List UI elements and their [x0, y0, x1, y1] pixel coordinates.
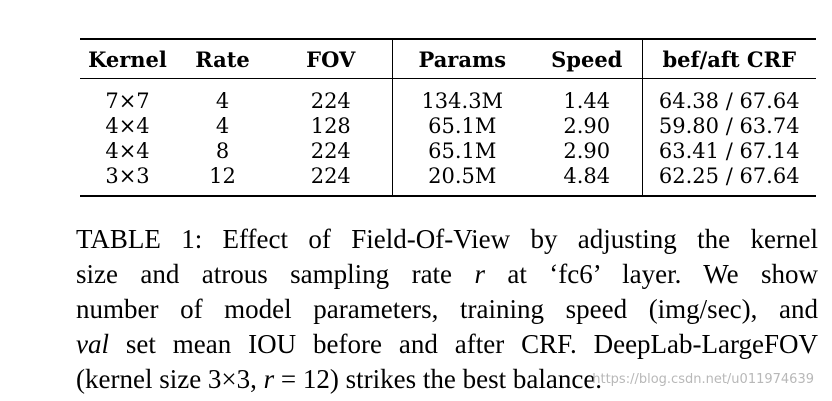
caption-variable-r: r — [474, 259, 485, 289]
cell-rate: 4 — [215, 114, 230, 138]
cell-speed: 2.90 — [563, 139, 611, 163]
cell-speed: 1.44 — [563, 89, 611, 113]
caption-line-1: TABLE 1: Effect of Field-Of-View by adju… — [76, 224, 818, 254]
cell-crf: 62.25 / 67.64 — [641, 164, 816, 196]
results-table-container: Kernel Rate FOV Params Speed bef/aft CRF… — [80, 38, 816, 197]
table-caption: TABLE 1: Effect of Field-Of-View by adju… — [76, 222, 818, 397]
cell-crf: 59.80 / 63.74 — [641, 114, 816, 139]
cell-speed: 4.84 — [563, 164, 611, 188]
cell-rate: 8 — [215, 139, 230, 163]
cell-fov: 224 — [310, 164, 351, 188]
caption-text: set mean IOU before and after CRF. DeepL… — [109, 329, 818, 359]
fov-table: Kernel Rate FOV Params Speed bef/aft CRF… — [80, 38, 816, 197]
cell-params: 65.1M — [391, 139, 532, 164]
caption-line-5: (kernel size 3×3, r = 12) strikes the be… — [76, 362, 818, 397]
cell-kernel: 7×7 — [105, 89, 150, 113]
header-rate: Rate — [195, 46, 250, 72]
cell-fov: 128 — [310, 114, 351, 138]
caption-text: at ‘fc6’ layer. We show — [484, 259, 818, 289]
cell-kernel: 4×4 — [105, 139, 150, 163]
table-row: 3×3 12 224 20.5M 4.84 62.25 / 67.64 — [80, 164, 816, 196]
header-speed: Speed — [551, 46, 623, 72]
watermark-url: https://blog.csdn.net/u011974639 — [592, 372, 814, 387]
cell-kernel: 4×4 — [105, 114, 150, 138]
table-row: 4×4 8 224 65.1M 2.90 63.41 / 67.14 — [80, 139, 816, 164]
cell-fov: 224 — [310, 139, 351, 163]
cell-kernel: 3×3 — [105, 164, 150, 188]
cell-crf: 64.38 / 67.64 — [641, 78, 816, 114]
cell-speed: 2.90 — [563, 114, 611, 138]
caption-variable-r: r — [263, 364, 275, 394]
header-kernel: Kernel — [88, 46, 167, 72]
cell-params: 134.3M — [391, 78, 532, 114]
table-row: 7×7 4 224 134.3M 1.44 64.38 / 67.64 — [80, 78, 816, 114]
caption-line-3: number of model parameters, training spe… — [76, 294, 818, 324]
caption-line-4: val set mean IOU before and after CRF. D… — [76, 327, 818, 362]
cell-fov: 224 — [310, 89, 351, 113]
caption-line-2: size and atrous sampling rate r at ‘fc6’… — [76, 257, 818, 292]
header-fov: FOV — [306, 46, 356, 72]
cell-params: 65.1M — [391, 114, 532, 139]
table-header-row: Kernel Rate FOV Params Speed bef/aft CRF — [80, 39, 816, 79]
caption-val-italic: val — [76, 329, 109, 359]
caption-text: (kernel size 3×3, — [76, 364, 264, 394]
table-row: 4×4 4 128 65.1M 2.90 59.80 / 63.74 — [80, 114, 816, 139]
cell-rate: 4 — [215, 89, 230, 113]
cell-params: 20.5M — [391, 164, 532, 196]
caption-text: size and atrous sampling rate — [76, 259, 475, 289]
cell-rate: 12 — [209, 164, 236, 188]
header-params: Params — [391, 39, 532, 79]
header-crf: bef/aft CRF — [641, 39, 816, 79]
cell-crf: 63.41 / 67.14 — [641, 139, 816, 164]
caption-text: = 12) strikes the best balance. — [274, 364, 603, 394]
